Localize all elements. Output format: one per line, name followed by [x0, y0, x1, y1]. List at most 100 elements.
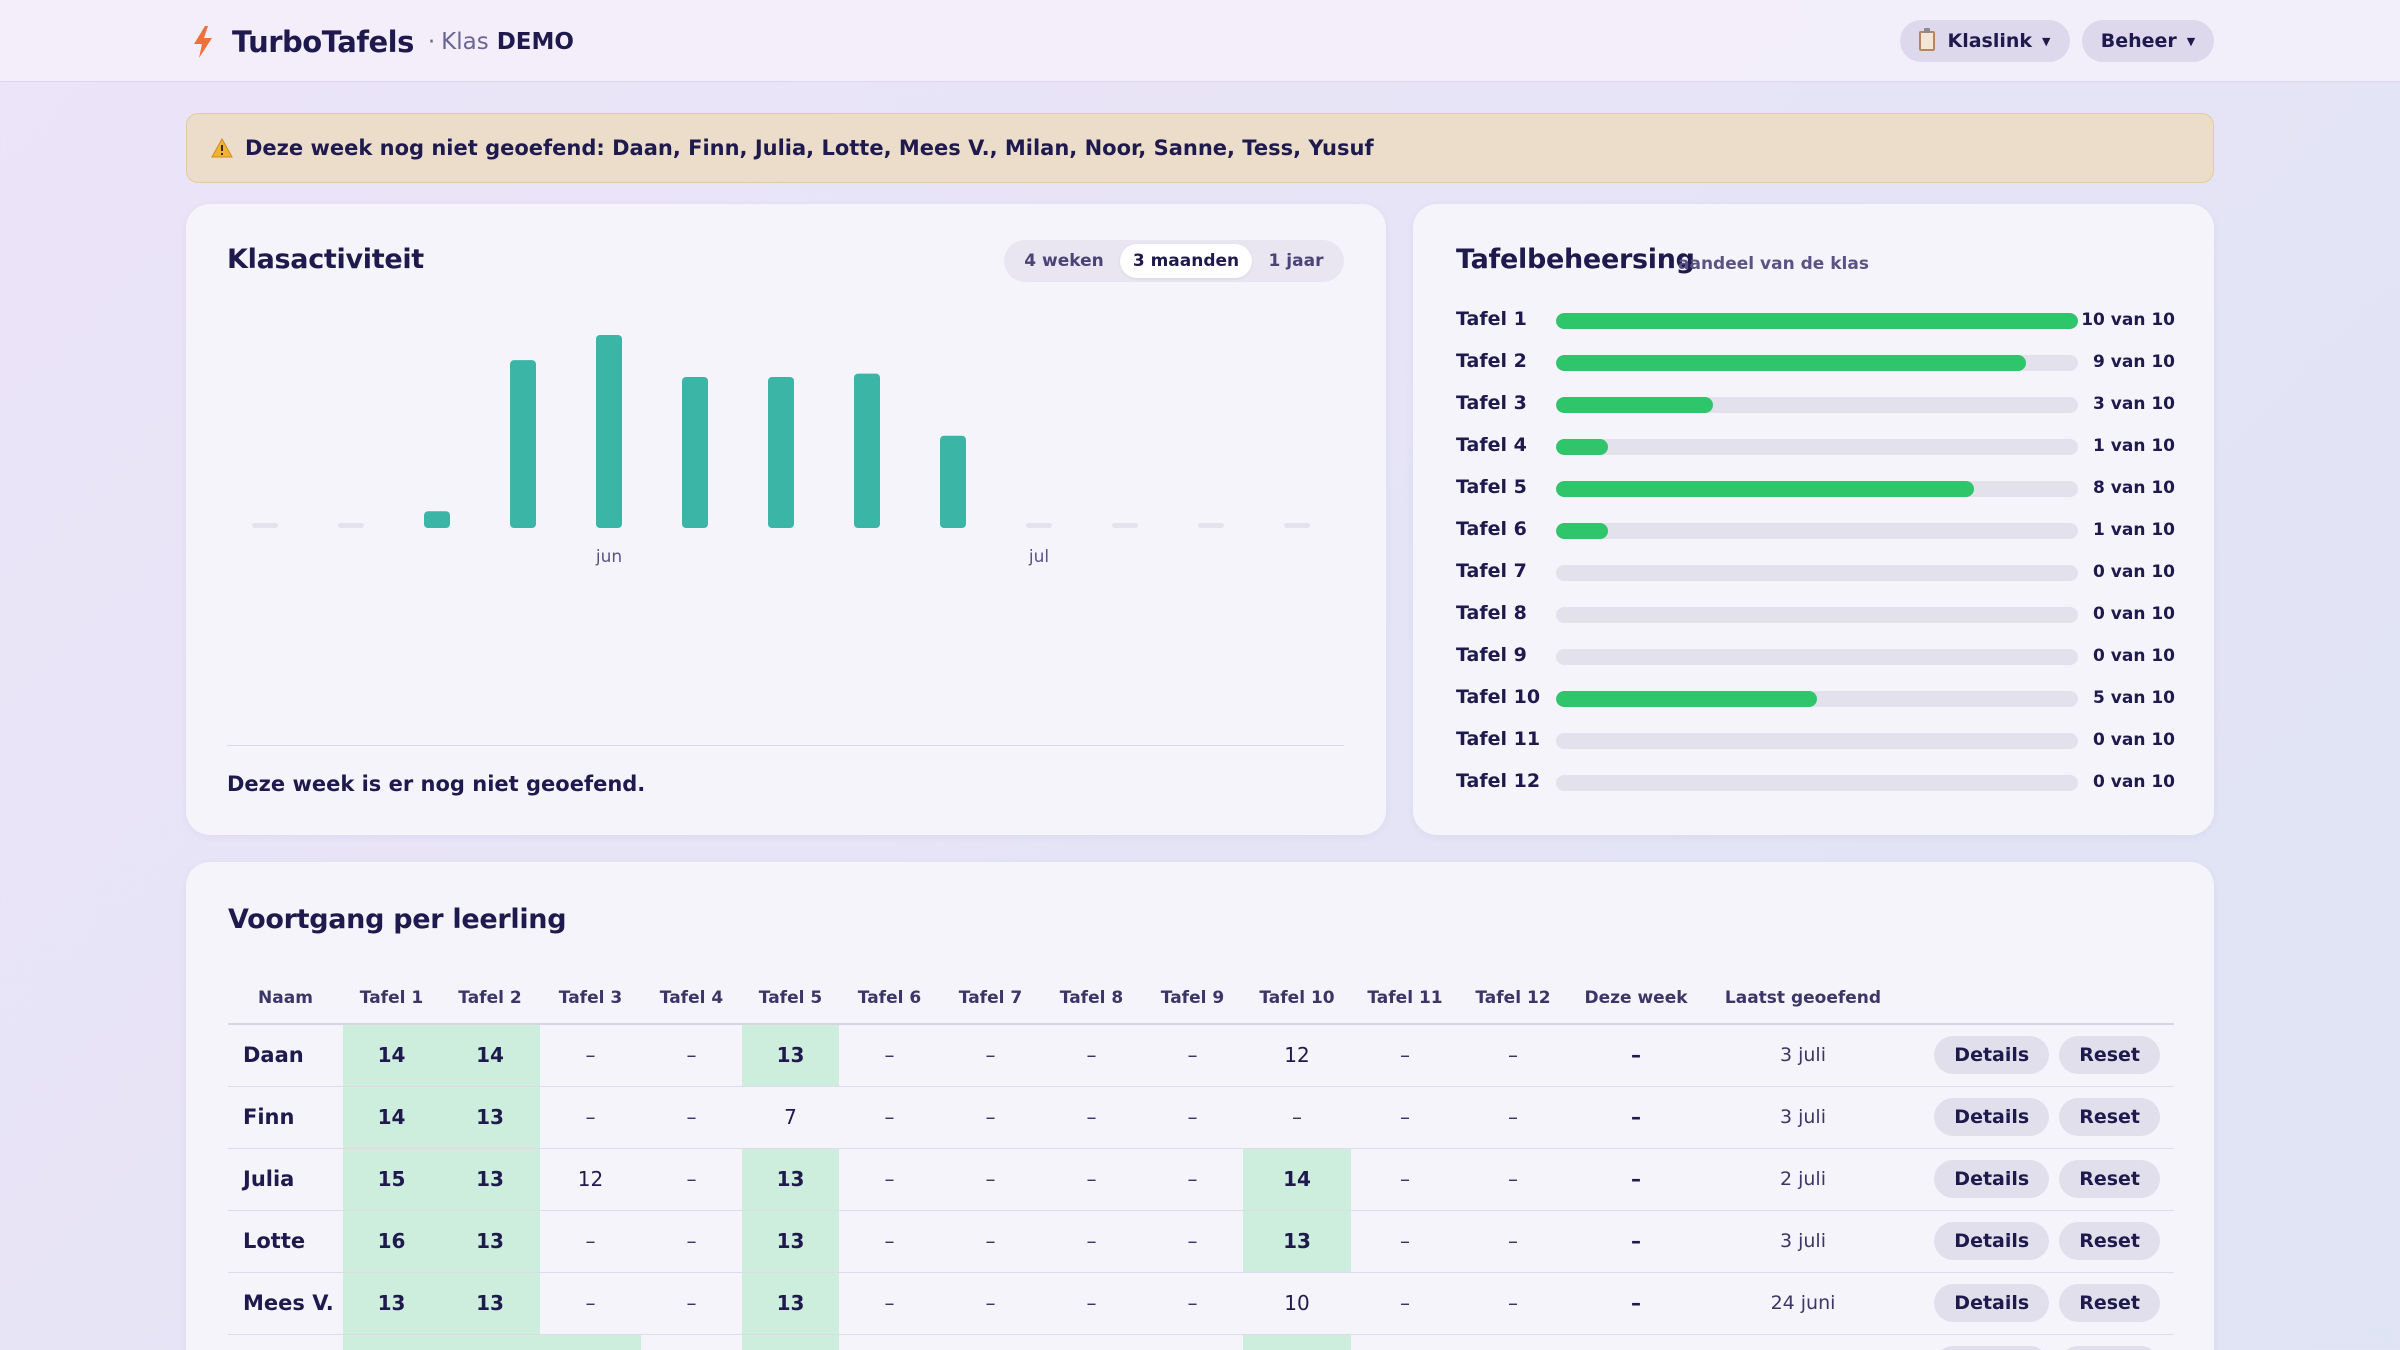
table-score-cell: 10 [1243, 1272, 1351, 1335]
details-button[interactable]: Details [1934, 1098, 2050, 1136]
table-score-cell: 13 [1243, 1334, 1351, 1350]
reset-button[interactable]: Reset [2059, 1222, 2160, 1260]
divider [227, 745, 1344, 746]
reset-button[interactable]: Reset [2059, 1284, 2160, 1322]
mastery-row: Tafel 2 9 van 10 [1456, 348, 2176, 378]
this-week-cell: – [1567, 1024, 1705, 1087]
last-practiced-cell: 2 juli [1705, 1148, 1901, 1211]
mastery-fill [1556, 691, 1817, 707]
column-header: Tafel 10 [1243, 972, 1351, 1025]
range-4-weeks[interactable]: 4 weken [1024, 251, 1104, 271]
table-score-cell: – [839, 1210, 940, 1273]
details-button[interactable]: Details [1934, 1160, 2050, 1198]
table-score-cell: – [1142, 1334, 1243, 1350]
mastery-count: 0 van 10 [2093, 772, 2175, 792]
mastery-subtitle: aandeel van de klas [1678, 254, 1869, 274]
x-tick-label: jul [1028, 547, 1049, 567]
klaslink-button[interactable]: Klaslink ▼ [1900, 20, 2070, 62]
mastery-row-label: Tafel 11 [1456, 728, 1541, 750]
clipboard-icon [1919, 28, 1936, 51]
last-practiced-cell: 24 juni [1705, 1272, 1901, 1335]
details-button[interactable]: Details [1934, 1036, 2050, 1075]
mastery-count: 0 van 10 [2093, 562, 2175, 582]
table-score-cell: – [1459, 1148, 1567, 1211]
activity-bar [1284, 523, 1310, 528]
range-1-year[interactable]: 1 jaar [1268, 251, 1324, 271]
column-header: Tafel 2 [440, 972, 540, 1025]
student-name[interactable]: Milan [228, 1334, 343, 1350]
table-score-cell: – [1142, 1272, 1243, 1335]
table-score-cell: 13 [540, 1334, 641, 1350]
beheer-button[interactable]: Beheer ▼ [2082, 20, 2214, 62]
mastery-fill [1556, 523, 1609, 539]
table-score-cell: – [1041, 1210, 1142, 1273]
table-score-cell: 13 [1243, 1210, 1351, 1273]
range-3-months[interactable]: 3 maanden [1120, 244, 1252, 278]
reset-button[interactable]: Reset [2059, 1036, 2160, 1075]
student-name[interactable]: Mees V. [228, 1272, 343, 1335]
mastery-row-label: Tafel 8 [1456, 602, 1527, 624]
activity-bar [596, 335, 622, 528]
table-score-cell: 14 [343, 1086, 440, 1149]
class-name: DEMO [496, 29, 574, 55]
student-name[interactable]: Finn [228, 1086, 343, 1149]
table-score-cell: – [1459, 1210, 1567, 1273]
this-week-cell: – [1567, 1334, 1705, 1350]
column-header [1901, 972, 2174, 1025]
table-score-cell: 13 [440, 1272, 540, 1335]
brand[interactable]: TurboTafels · Klas DEMO [192, 22, 574, 62]
table-score-cell: 14 [1243, 1148, 1351, 1211]
table-score-cell: – [1142, 1024, 1243, 1087]
table-score-cell: – [1142, 1210, 1243, 1273]
mastery-row: Tafel 1 10 van 10 [1456, 306, 2176, 336]
column-header: Tafel 4 [641, 972, 742, 1025]
reset-button[interactable]: Reset [2059, 1346, 2160, 1350]
column-header: Tafel 5 [742, 972, 839, 1025]
mastery-row-label: Tafel 2 [1456, 350, 1527, 372]
mastery-count: 1 van 10 [2093, 436, 2175, 456]
this-week-cell: – [1567, 1148, 1705, 1211]
this-week-cell: – [1567, 1086, 1705, 1149]
table-score-cell: – [641, 1086, 742, 1149]
details-button[interactable]: Details [1934, 1284, 2050, 1322]
table-score-cell: – [540, 1272, 641, 1335]
reset-button[interactable]: Reset [2059, 1098, 2160, 1136]
activity-bar [1026, 523, 1052, 528]
mastery-fill [1556, 439, 1609, 455]
not-practiced-banner: Deze week nog niet geoefend: Daan, Finn,… [186, 113, 2214, 183]
table-score-cell: 13 [742, 1210, 839, 1273]
reset-button[interactable]: Reset [2059, 1160, 2160, 1198]
student-row: Julia 15 13 12–13– – – –14– – –2 juli Details Rese… [228, 1148, 2174, 1211]
mastery-track [1556, 523, 2078, 539]
table-score-cell: – [1041, 1086, 1142, 1149]
table-score-cell: 14 [343, 1334, 440, 1350]
table-score-cell: – [641, 1148, 742, 1211]
mastery-title: Tafelbeheersing [1456, 244, 1695, 275]
mastery-row: Tafel 7 0 van 10 [1456, 558, 2176, 588]
brand-name: TurboTafels [232, 25, 414, 59]
table-score-cell: – [839, 1148, 940, 1211]
details-button[interactable]: Details [1934, 1222, 2050, 1260]
mastery-count: 9 van 10 [2093, 352, 2175, 372]
last-practiced-cell: 3 juli [1705, 1210, 1901, 1273]
column-header: Tafel 9 [1142, 972, 1243, 1025]
activity-bar [424, 511, 450, 528]
mastery-count: 0 van 10 [2093, 730, 2175, 750]
class-prefix: Klas [441, 29, 489, 55]
caret-down-icon: ▼ [2186, 34, 2196, 48]
this-week-cell: – [1567, 1272, 1705, 1335]
student-name[interactable]: Daan [228, 1024, 343, 1087]
table-score-cell: – [1351, 1334, 1459, 1350]
mastery-track [1556, 481, 2078, 497]
table-score-cell: 13 [742, 1148, 839, 1211]
activity-bar [682, 376, 708, 528]
mastery-row: Tafel 6 1 van 10 [1456, 516, 2176, 546]
student-name[interactable]: Julia [228, 1148, 343, 1211]
mastery-row: Tafel 9 0 van 10 [1456, 642, 2176, 672]
mastery-track [1556, 355, 2078, 371]
student-name[interactable]: Lotte [228, 1210, 343, 1273]
details-button[interactable]: Details [1934, 1346, 2050, 1350]
table-score-cell: – [1142, 1148, 1243, 1211]
